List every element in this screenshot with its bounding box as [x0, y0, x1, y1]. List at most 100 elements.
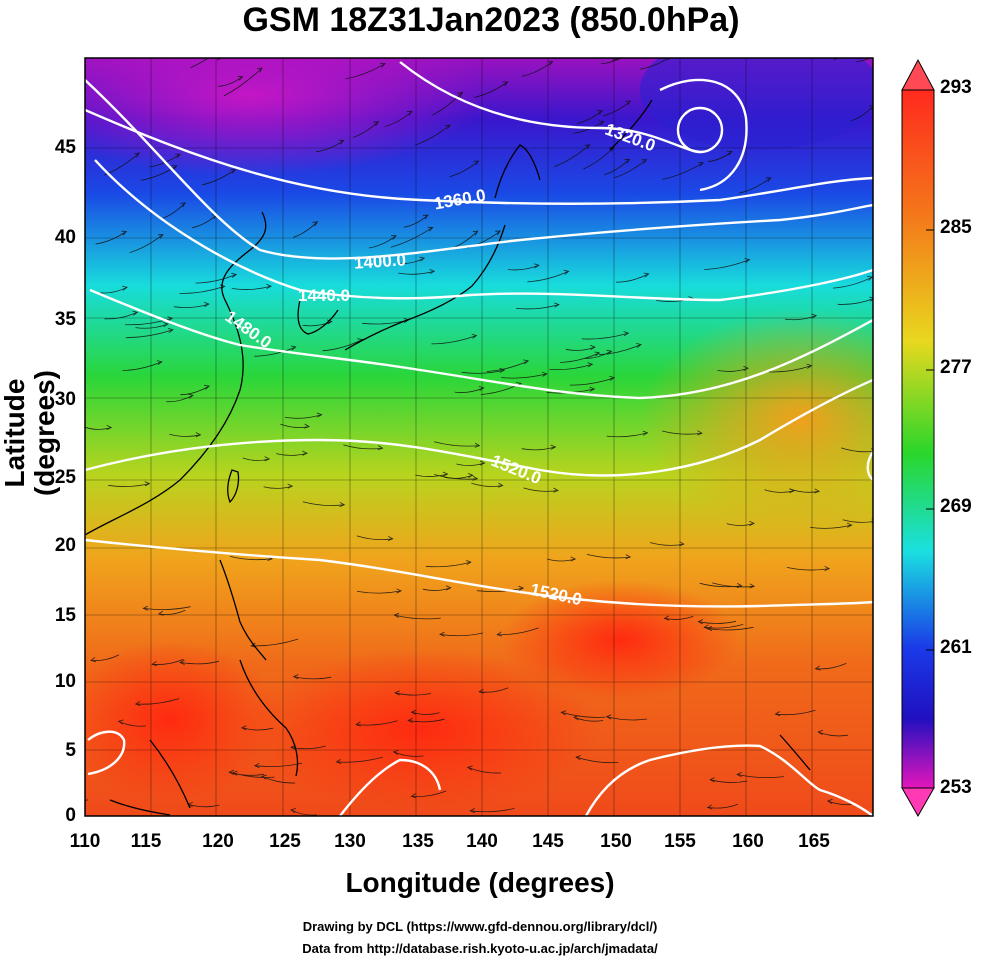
streamline — [343, 444, 383, 450]
wind-arrowhead — [587, 362, 594, 368]
colorbar-tick-293: 293 — [940, 77, 972, 98]
wind-arrowhead — [817, 729, 824, 736]
wind-arrowhead — [624, 158, 631, 164]
streamline — [216, 58, 223, 61]
wind-arrowhead — [290, 744, 296, 750]
x-tick-150: 150 — [600, 831, 632, 852]
streamline — [104, 311, 138, 320]
streamline — [85, 426, 112, 430]
streamline — [507, 264, 539, 271]
wind-arrowhead — [287, 483, 294, 489]
wind-arrowhead — [121, 230, 128, 236]
streamline — [612, 58, 622, 61]
wind-arrowhead — [709, 777, 715, 783]
wind-arrowhead — [167, 328, 174, 334]
streamline — [188, 804, 220, 808]
colorbar — [901, 58, 935, 818]
streamline — [575, 756, 619, 764]
streamline — [192, 214, 218, 229]
wind-arrowhead — [122, 285, 128, 291]
streamline — [108, 483, 150, 487]
streamline — [784, 315, 817, 321]
streamline — [604, 158, 630, 176]
streamline — [704, 259, 750, 270]
streamline — [411, 790, 447, 797]
wind-arrowhead — [541, 371, 548, 377]
streamline — [649, 542, 684, 546]
streamline — [395, 692, 431, 696]
streamline — [368, 235, 397, 249]
streamline — [254, 346, 296, 357]
wind-arrowhead — [228, 769, 235, 775]
wind-arrowhead — [393, 612, 400, 618]
wind-arrowhead — [466, 765, 473, 771]
wind-arrowhead — [497, 482, 504, 488]
streamline — [356, 535, 393, 541]
y-tick-0: 0 — [65, 805, 76, 826]
wind-arrowhead — [396, 588, 402, 594]
wind-arrowhead — [117, 719, 124, 725]
streamline — [583, 146, 615, 170]
chart-title: GSM 18Z31Jan2023 (850.0hPa) — [242, 1, 740, 39]
wind-arrowhead — [237, 75, 244, 81]
wind-arrowhead — [316, 412, 323, 418]
wind-arrowhead — [175, 153, 181, 159]
wind-arrowhead — [203, 301, 210, 307]
wind-arrowhead — [162, 322, 169, 328]
wind-arrowhead — [502, 81, 509, 87]
streamline — [477, 587, 524, 592]
wind-arrowhead — [889, 47, 894, 51]
wind-arrowhead — [726, 150, 733, 156]
streamline — [764, 489, 794, 493]
wind-arrowhead — [264, 456, 271, 462]
streamline — [712, 582, 755, 588]
streamline — [707, 626, 754, 631]
wind-arrowhead — [644, 44, 649, 48]
streamline — [315, 140, 344, 153]
streamline — [521, 446, 556, 451]
wind-arrowhead — [636, 343, 642, 349]
streamline — [398, 257, 425, 264]
streamline — [837, 298, 873, 305]
streamline — [415, 124, 451, 146]
wind-arrowhead — [749, 583, 756, 589]
streamline — [516, 304, 560, 310]
wind-arrowhead — [744, 258, 751, 264]
streamline — [832, 276, 873, 289]
wind-arrowhead — [596, 110, 603, 115]
streamline — [431, 92, 463, 116]
wind-arrowhead — [765, 177, 772, 182]
streamline — [768, 365, 812, 373]
wind-arrowhead — [575, 755, 582, 761]
geopotential-contours — [85, 61, 873, 816]
streamline — [356, 720, 398, 726]
streamline — [284, 414, 322, 419]
streamline — [614, 159, 647, 179]
streamline — [190, 58, 210, 69]
streamline — [100, 286, 128, 294]
wind-arrowhead — [811, 313, 818, 319]
colorbar-tick-253: 253 — [940, 777, 972, 798]
streamline — [561, 711, 606, 718]
wind-arrowhead — [499, 367, 506, 373]
streamline — [739, 177, 772, 194]
y-tick-15: 15 — [54, 605, 76, 626]
y-tick-5: 5 — [65, 740, 76, 761]
streamline — [140, 165, 178, 181]
streamline — [179, 660, 220, 665]
wind-arrowhead — [157, 610, 164, 616]
colorbar-tick-285: 285 — [940, 217, 972, 238]
streamline — [276, 452, 308, 456]
streamline — [431, 335, 477, 345]
streamline — [523, 487, 559, 492]
streamline — [699, 582, 742, 588]
streamline — [95, 231, 127, 245]
streamline — [122, 361, 162, 371]
wind-arrowhead — [590, 344, 596, 351]
credit-drawing: Drawing by DCL (https://www.gfd-dennou.o… — [302, 919, 658, 934]
streamline — [698, 620, 737, 624]
wind-arrowhead — [814, 665, 821, 671]
wind-arrowhead — [533, 263, 540, 269]
wind-arrowhead — [869, 296, 873, 302]
streamline — [229, 556, 273, 561]
